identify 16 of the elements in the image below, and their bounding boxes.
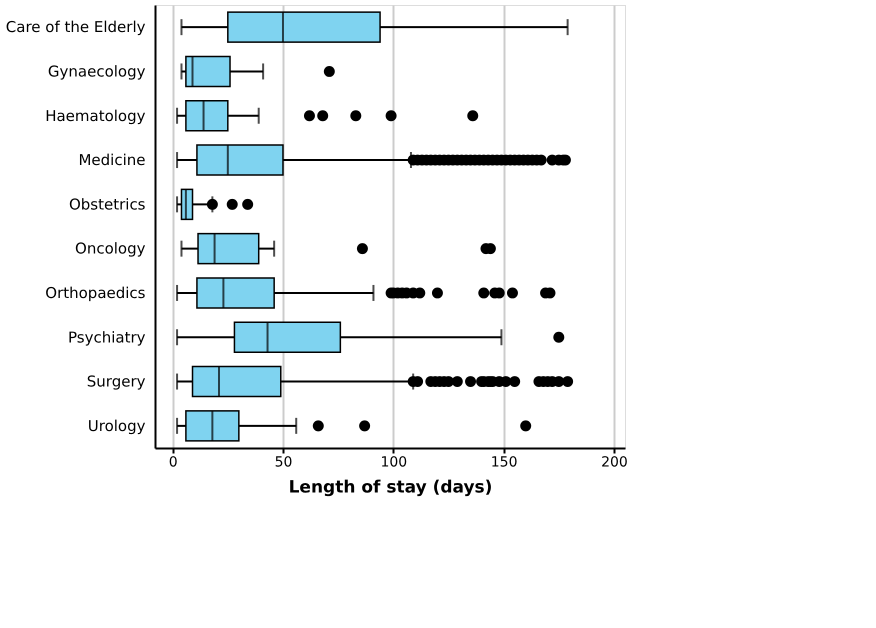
y-tick-label: Obstetrics — [68, 195, 146, 214]
y-tick-label: Orthopaedics — [45, 284, 146, 302]
y-tick-label: Surgery — [86, 372, 146, 391]
y-tick-label: Psychiatry — [68, 328, 146, 346]
x-tick-label: 0 — [168, 454, 178, 470]
x-tick-label: 200 — [601, 454, 628, 470]
y-tick-label: Oncology — [75, 240, 146, 258]
y-tick-label: Gynaecology — [48, 62, 146, 80]
y-tick-label: Urology — [88, 416, 146, 435]
y-tick-label: Medicine — [78, 151, 146, 170]
x-tick-label: 150 — [490, 454, 518, 470]
y-tick-label: Haematology — [45, 106, 146, 125]
x-axis-title: Length of stay (days) — [288, 478, 492, 498]
y-tick-label: Care of the Elderly — [6, 18, 146, 36]
x-tick-label: 50 — [274, 454, 292, 470]
x-tick-label: 100 — [380, 454, 408, 470]
